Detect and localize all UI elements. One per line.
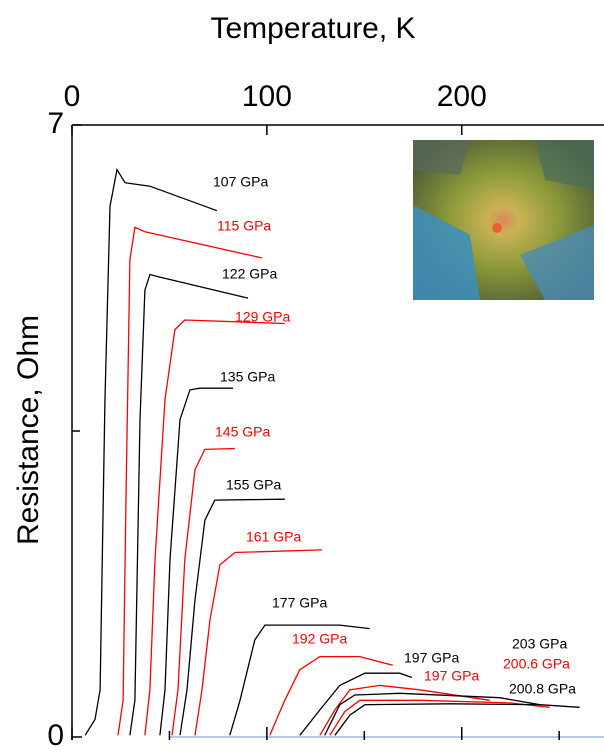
curve <box>117 226 262 736</box>
curve-label: 145 GPa <box>215 424 270 440</box>
curve-label: 115 GPa <box>217 218 271 234</box>
inset-photo <box>413 140 594 300</box>
x-tick-label: 0 <box>64 80 81 113</box>
x-axis-title: Temperature, K <box>210 12 415 45</box>
x-tick-label: 100 <box>242 80 292 113</box>
curve-label: 155 GPa <box>226 477 281 493</box>
curve <box>84 167 218 736</box>
curve-label: 122 GPa <box>222 266 277 282</box>
curve <box>144 319 285 736</box>
curve-label: 129 GPa <box>235 309 290 325</box>
curve <box>319 684 490 736</box>
curve <box>129 273 249 736</box>
x-tick-label: 200 <box>437 80 487 113</box>
curve <box>324 692 540 736</box>
curve-label: 203 GPa <box>512 636 567 652</box>
curve-label: 200.6 GPa <box>503 656 570 672</box>
curve-label: 197 GPa <box>424 668 479 684</box>
curve-label: 161 GPa <box>246 529 301 545</box>
curve <box>179 498 285 736</box>
curve <box>269 655 393 736</box>
curve <box>334 703 580 736</box>
curve-label: 197 GPa <box>404 650 459 666</box>
curve <box>194 549 322 736</box>
y-tick-label: 7 <box>47 107 64 140</box>
curve <box>229 624 370 736</box>
curve-label: 200.8 GPa <box>509 681 576 697</box>
curve-label: 192 GPa <box>292 631 347 647</box>
curve-label: 177 GPa <box>272 595 327 611</box>
curve <box>329 699 550 736</box>
curve <box>159 387 233 736</box>
curve-label: 107 GPa <box>213 174 268 190</box>
curve <box>299 672 413 736</box>
y-axis-title: Resistance, Ohm <box>12 315 45 545</box>
curve <box>171 447 235 736</box>
curve-label: 135 GPa <box>220 369 275 385</box>
y-tick-label: 0 <box>47 719 64 752</box>
